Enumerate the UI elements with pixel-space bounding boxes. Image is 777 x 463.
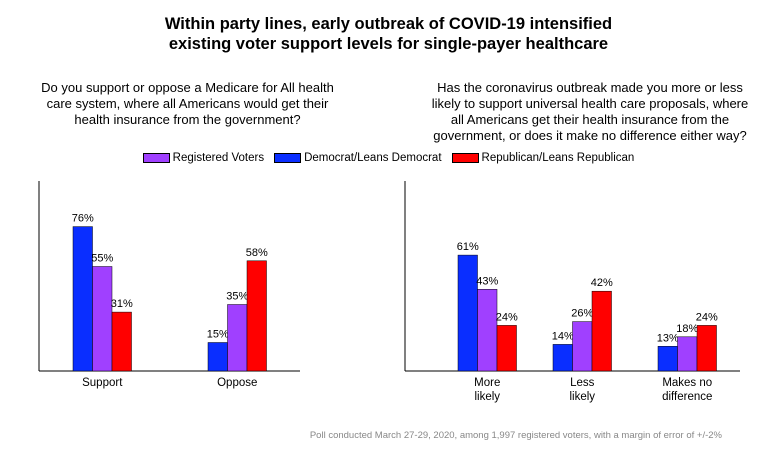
right-bar-0-2 [497, 325, 517, 371]
right-data-label-2-2: 24% [696, 311, 718, 323]
left-data-label-0-2: 31% [111, 298, 133, 310]
left-bar-1-1 [228, 305, 248, 372]
right-data-label-1-1: 26% [571, 308, 593, 320]
left-data-label-0-0: 76% [72, 213, 94, 225]
left-bar-0-0 [73, 227, 93, 371]
right-bar-1-0 [553, 344, 573, 371]
right-category-label-2-1: difference [662, 391, 712, 403]
right-category-label-2-0: Makes no [662, 377, 712, 389]
right-category-label-0-0: More [474, 377, 500, 389]
right-data-label-2-1: 18% [676, 323, 698, 335]
left-data-label-1-2: 58% [246, 247, 268, 259]
right-category-label-1-1: likely [569, 391, 595, 403]
right-data-label-1-0: 14% [552, 330, 574, 342]
right-category-label-1-0: Less [570, 377, 595, 389]
left-category-label-0-0: Support [82, 377, 123, 389]
footnote: Poll conducted March 27-29, 2020, among … [0, 430, 722, 441]
right-bar-0-1 [478, 289, 498, 371]
left-bar-0-1 [93, 267, 113, 372]
left-data-label-1-1: 35% [226, 291, 248, 303]
right-bar-1-1 [573, 322, 593, 371]
left-data-label-0-1: 55% [91, 253, 113, 265]
right-data-label-0-2: 24% [496, 311, 518, 323]
right-data-label-0-0: 61% [457, 241, 479, 253]
left-bar-1-2 [247, 261, 267, 371]
right-category-label-0-1: likely [474, 391, 500, 403]
left-category-label-1-0: Oppose [217, 377, 257, 389]
left-data-label-1-0: 15% [207, 329, 229, 341]
right-bar-2-1 [678, 337, 698, 371]
right-bar-0-0 [458, 255, 478, 371]
right-data-label-0-1: 43% [476, 275, 498, 287]
right-bar-1-2 [592, 291, 612, 371]
left-bar-0-2 [112, 312, 132, 371]
left-bar-1-0 [208, 343, 228, 372]
right-bar-2-0 [658, 346, 678, 371]
right-data-label-1-2: 42% [591, 277, 613, 289]
right-bar-2-2 [697, 325, 717, 371]
